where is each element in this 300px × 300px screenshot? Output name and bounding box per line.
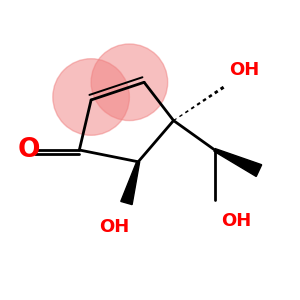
- Text: O: O: [18, 137, 40, 163]
- Polygon shape: [121, 161, 140, 205]
- Circle shape: [91, 44, 168, 121]
- Text: OH: OH: [100, 218, 130, 236]
- Text: OH: OH: [230, 61, 260, 79]
- Circle shape: [53, 59, 129, 135]
- Polygon shape: [214, 149, 262, 176]
- Text: OH: OH: [221, 212, 251, 230]
